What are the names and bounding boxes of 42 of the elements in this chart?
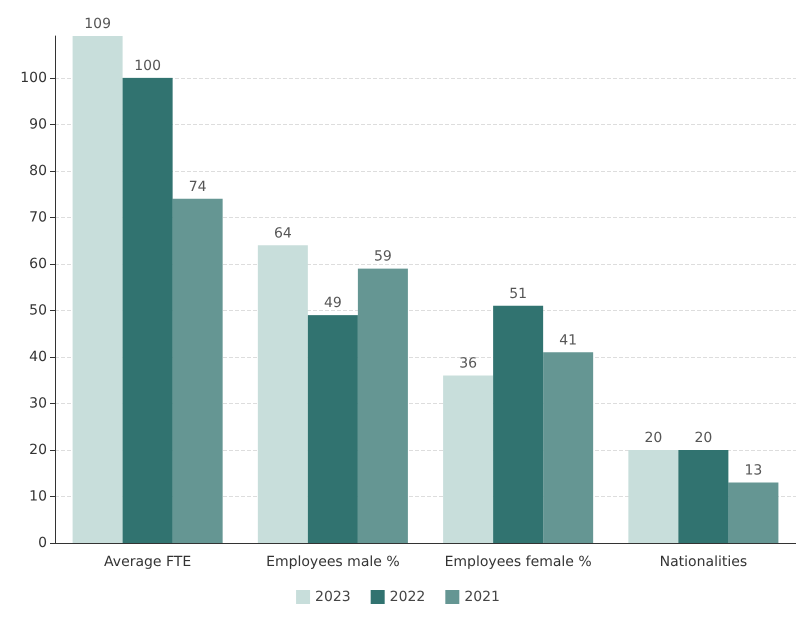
- y-tick-label: 60: [29, 256, 47, 272]
- x-tick-label: Employees female %: [444, 554, 592, 570]
- bar: [72, 36, 123, 543]
- legend-label: 2022: [390, 589, 426, 605]
- data-label: 74: [188, 178, 207, 195]
- y-tick-label: 50: [29, 302, 47, 318]
- y-tick-label: 0: [38, 535, 47, 551]
- data-label: 109: [84, 16, 111, 32]
- data-label: 64: [274, 225, 292, 242]
- y-tick-label: 20: [29, 442, 47, 458]
- x-tick-label: Employees male %: [266, 554, 400, 570]
- legend-label: 2021: [464, 589, 500, 605]
- data-label: 13: [744, 462, 762, 479]
- bar: [493, 306, 544, 543]
- bar: [628, 450, 678, 543]
- x-tick-label: Average FTE: [104, 554, 192, 570]
- bar: [258, 245, 308, 543]
- bar: [543, 352, 594, 543]
- data-label: 20: [644, 430, 662, 446]
- bar: [308, 315, 358, 543]
- legend-label: 2023: [315, 589, 351, 605]
- data-label: 20: [694, 430, 712, 446]
- bar: [122, 78, 173, 543]
- bar: [678, 450, 728, 543]
- bar: [358, 268, 408, 543]
- y-tick-label: 80: [29, 162, 47, 179]
- y-tick-label: 10: [29, 488, 47, 504]
- data-label: 59: [374, 248, 392, 265]
- data-label: 41: [559, 332, 578, 348]
- y-tick-label: 30: [29, 395, 47, 412]
- y-tick-label: 100: [20, 70, 47, 86]
- data-label: 51: [509, 286, 528, 302]
- data-label: 49: [324, 295, 342, 312]
- data-label: 100: [134, 58, 161, 74]
- y-tick-label: 70: [29, 209, 47, 226]
- bar: [728, 482, 778, 543]
- bar: [443, 376, 494, 543]
- y-tick-label: 90: [29, 116, 47, 132]
- data-label: 36: [459, 356, 478, 372]
- y-tick-label: 40: [29, 348, 47, 365]
- x-tick-label: Nationalities: [660, 554, 748, 570]
- bar: [172, 198, 223, 543]
